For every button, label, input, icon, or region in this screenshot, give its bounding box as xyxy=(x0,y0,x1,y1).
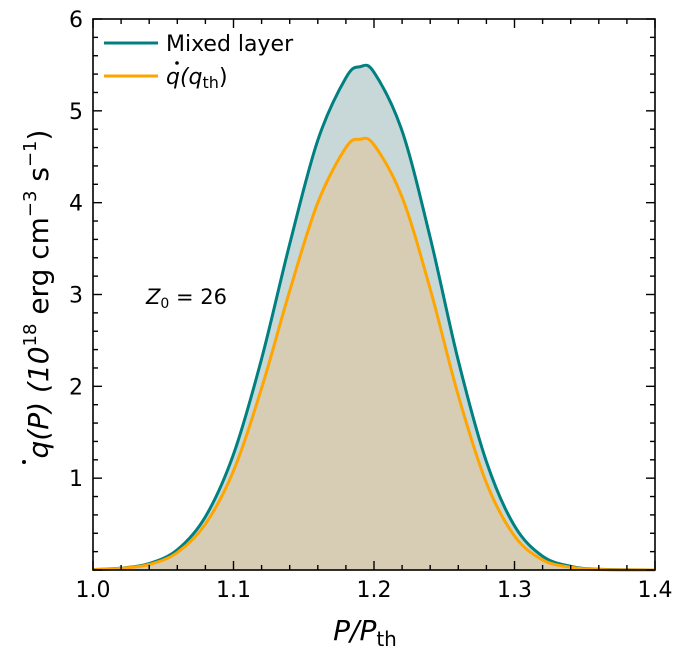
y-tick-label: 3 xyxy=(69,284,83,309)
annotation-rest: = 26 xyxy=(169,285,227,309)
series-areas xyxy=(93,65,655,570)
x-axis-label-sub: th xyxy=(376,627,397,648)
line-mixed-layer xyxy=(92,63,656,572)
tick-labels: 1.0 1.1 1.2 1.3 1.4 1 2 3 4 5 6 xyxy=(69,8,673,603)
y-axis-label-exp1: 18 xyxy=(20,324,41,347)
line-q-qth xyxy=(92,136,656,572)
x-axis-label: P/Pth xyxy=(333,614,397,648)
x-tick-label: 1.2 xyxy=(357,578,392,603)
legend-q-sub: th xyxy=(203,73,219,92)
x-tick-label: 1.1 xyxy=(216,578,251,603)
series-lines xyxy=(92,63,656,572)
y-tick-label: 4 xyxy=(69,192,83,217)
y-axis-label-mid2: s xyxy=(22,167,55,191)
svg-text:q(P) (1018 erg cm−3 s−1): q(P) (1018 erg cm−3 s−1) xyxy=(20,130,55,459)
y-tick-label: 5 xyxy=(69,100,83,125)
legend-q-end: ) xyxy=(219,65,228,90)
x-axis-label-main: P/P xyxy=(333,614,376,647)
y-tick-label: 1 xyxy=(69,467,83,492)
x-tick-label: 1.0 xyxy=(76,578,111,603)
y-axis-label-dot-accent xyxy=(22,460,26,464)
y-axis-label-prefix: q(P) (10 xyxy=(22,346,55,458)
area-q-qth xyxy=(93,138,655,570)
y-tick-label: 6 xyxy=(69,8,83,33)
legend: Mixed layer q(qth) xyxy=(104,32,294,92)
legend-label-q-qth: q(qth) xyxy=(166,61,228,92)
annotation: Z0 = 26 xyxy=(145,285,227,312)
x-tick-label: 1.4 xyxy=(638,578,673,603)
legend-label-mixed-layer: Mixed layer xyxy=(166,32,294,57)
y-axis-label-suffix: ) xyxy=(22,130,55,141)
y-axis-label-exp3: −1 xyxy=(20,140,41,167)
legend-dot-accent xyxy=(175,61,179,65)
y-axis-label-mid: erg cm xyxy=(22,217,55,324)
annotation-main: Z xyxy=(145,285,161,309)
y-axis-label: q(P) (1018 erg cm−3 s−1) xyxy=(20,130,55,464)
legend-q-main: q(q xyxy=(166,65,203,90)
y-tick-label: 2 xyxy=(69,375,83,400)
annotation-sub: 0 xyxy=(160,296,169,312)
svg-text:q(qth): q(qth) xyxy=(166,65,228,92)
y-axis-label-exp2: −3 xyxy=(20,191,41,218)
x-tick-label: 1.3 xyxy=(497,578,532,603)
axis-ticks xyxy=(92,18,656,571)
